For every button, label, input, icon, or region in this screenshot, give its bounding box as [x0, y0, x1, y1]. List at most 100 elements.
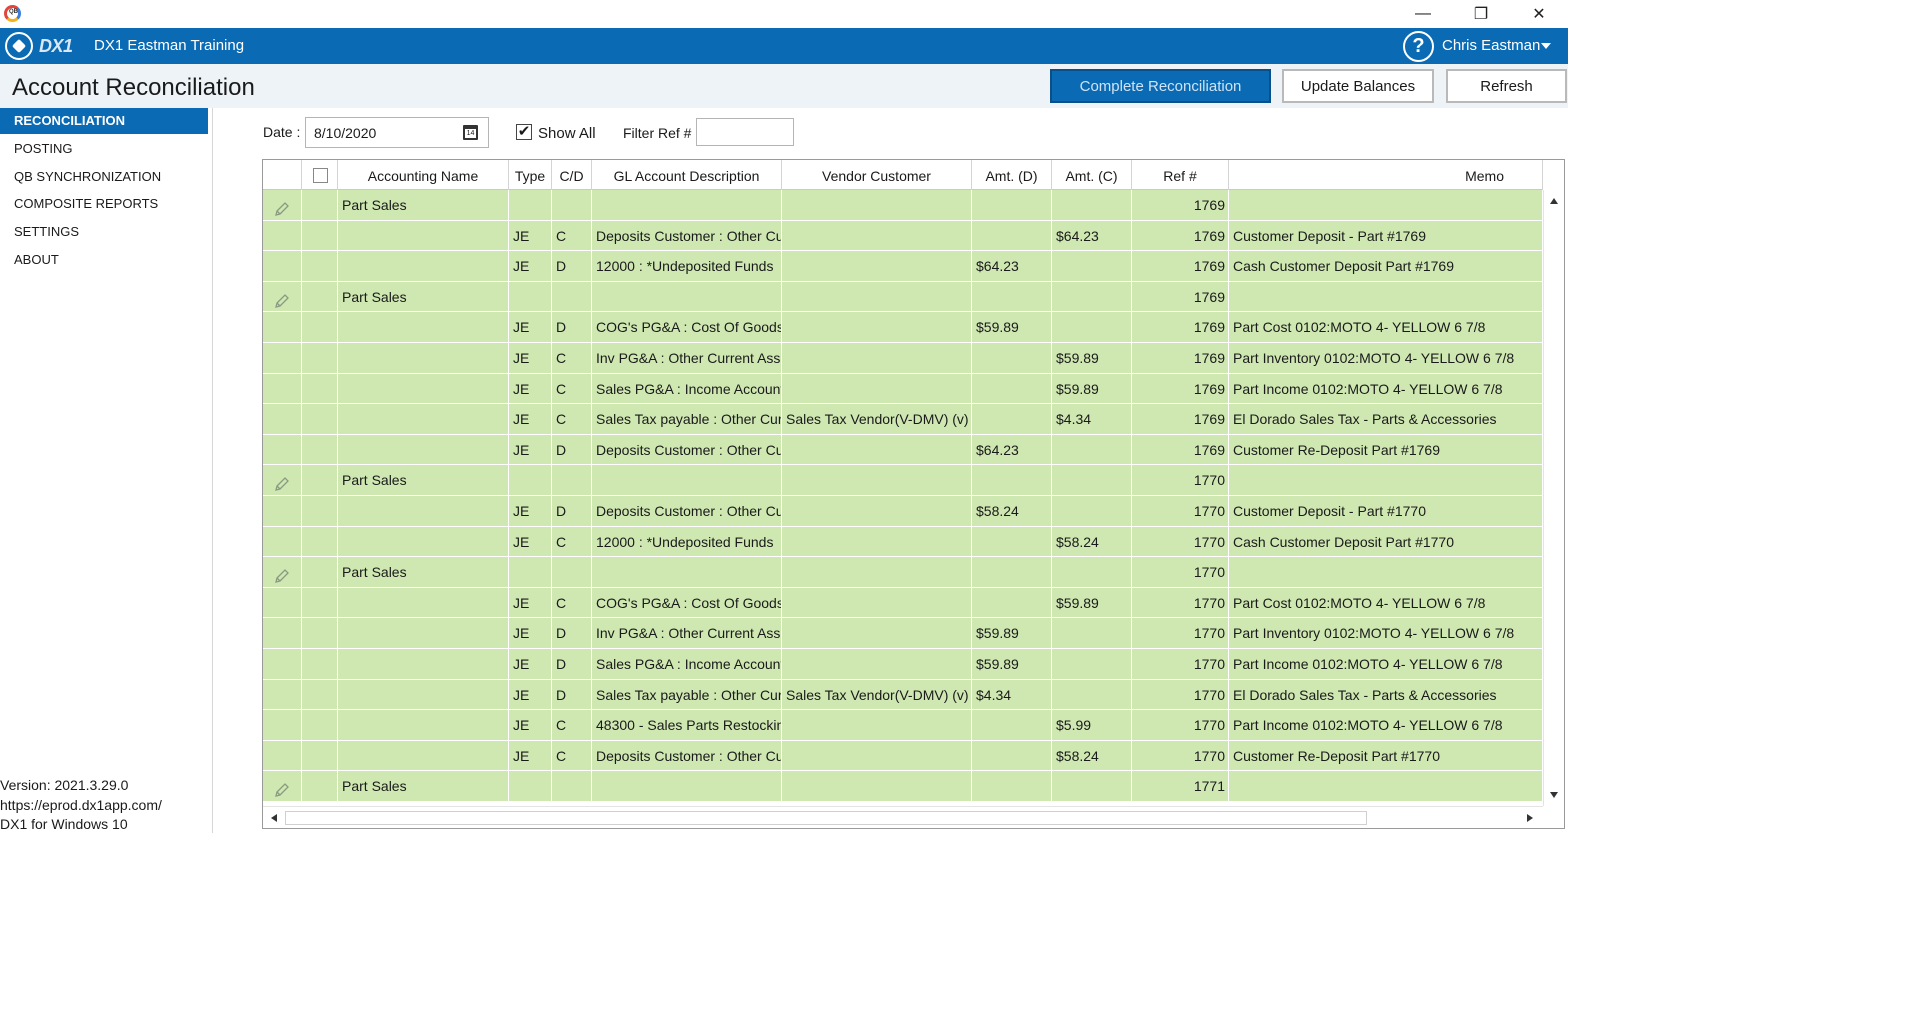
- sidebar-item-qb-synchronization[interactable]: QB SYNCHRONIZATION: [14, 168, 162, 184]
- pencil-icon[interactable]: [274, 472, 290, 492]
- amt-c-cell: [1052, 312, 1132, 343]
- sidebar-item-composite-reports[interactable]: COMPOSITE REPORTS: [14, 196, 159, 212]
- sidebar-item-reconciliation[interactable]: RECONCILIATION: [0, 108, 208, 134]
- group-row[interactable]: Part Sales 1771: [263, 771, 1543, 802]
- type-header[interactable]: Type: [509, 160, 552, 190]
- vendor-cell: [782, 312, 972, 343]
- scroll-down-icon[interactable]: [1550, 792, 1558, 798]
- amt-credit-header[interactable]: Amt. (C): [1052, 160, 1132, 190]
- amt-d-cell: [972, 373, 1052, 404]
- vendor-cell: [782, 496, 972, 526]
- pencil-icon[interactable]: [274, 778, 290, 798]
- amt-c-cell: [1052, 649, 1132, 679]
- horizontal-scrollbar[interactable]: [263, 806, 1543, 828]
- user-menu[interactable]: Chris Eastman: [1442, 37, 1541, 54]
- amt-d-cell: [972, 557, 1052, 588]
- memo-cell: Part Inventory 0102:MOTO 4- YELLOW 6 7/8: [1229, 618, 1543, 649]
- amt-c-cell: $5.99: [1052, 710, 1132, 741]
- select-column-header[interactable]: [302, 160, 338, 190]
- group-row[interactable]: Part Sales 1769: [263, 281, 1543, 313]
- chevron-down-icon[interactable]: [1541, 43, 1551, 49]
- table-row[interactable]: JE C Inv PG&A : Other Current Asset $59.89 1…: [263, 343, 1543, 374]
- refresh-button[interactable]: Refresh: [1446, 69, 1567, 103]
- group-row[interactable]: Part Sales 1769: [263, 190, 1543, 221]
- vendor-customer-header[interactable]: Vendor Customer: [782, 160, 972, 190]
- cd-cell: [552, 281, 592, 312]
- sidebar-item-about[interactable]: ABOUT: [14, 252, 59, 267]
- help-icon[interactable]: ?: [1403, 31, 1434, 62]
- pencil-icon[interactable]: [274, 197, 290, 216]
- table-row[interactable]: JE D Inv PG&A : Other Current Asset $59.89 1…: [263, 618, 1543, 649]
- table-row[interactable]: JE C Sales PG&A : Income Account $59.89 1769…: [263, 373, 1543, 405]
- company-name: DX1 Eastman Training: [94, 37, 245, 54]
- amt-d-cell: $58.24: [972, 496, 1052, 526]
- ref-cell: 1769: [1132, 312, 1229, 343]
- edit-column-header[interactable]: [263, 160, 302, 190]
- select-cell: [302, 496, 338, 526]
- vendor-cell: [782, 343, 972, 373]
- update-balances-button[interactable]: Update Balances: [1282, 69, 1434, 103]
- sidebar-item-posting[interactable]: POSTING: [14, 140, 73, 156]
- memo-cell: El Dorado Sales Tax - Parts & Accessorie…: [1229, 679, 1543, 710]
- memo-header[interactable]: Memo: [1229, 160, 1543, 190]
- select-cell: [302, 649, 338, 679]
- minimize-button[interactable]: —: [1415, 5, 1431, 22]
- accounting-name-header[interactable]: Accounting Name: [338, 160, 509, 190]
- pencil-icon[interactable]: [274, 564, 290, 584]
- amt-c-cell: [1052, 281, 1132, 312]
- amt-c-cell: [1052, 465, 1132, 496]
- type-cell: [509, 771, 552, 802]
- scroll-right-icon[interactable]: [1527, 814, 1533, 822]
- name-cell: Part Sales: [338, 771, 509, 802]
- amt-d-cell: [972, 771, 1052, 802]
- group-row[interactable]: Part Sales 1770: [263, 557, 1543, 588]
- show-all-label[interactable]: Show All: [538, 125, 596, 142]
- scrollbar-thumb[interactable]: [285, 811, 1367, 825]
- cd-header[interactable]: C/D: [552, 160, 592, 190]
- select-cell: [302, 404, 338, 435]
- amt-c-cell: $4.34: [1052, 404, 1132, 435]
- scroll-left-icon[interactable]: [271, 814, 277, 822]
- sidebar-item-settings[interactable]: SETTINGS: [14, 224, 80, 240]
- complete-reconciliation-button[interactable]: Complete Reconciliation: [1050, 69, 1271, 103]
- gl-cell: Sales PG&A : Income Account: [592, 649, 782, 679]
- amt-debit-header[interactable]: Amt. (D): [972, 160, 1052, 190]
- date-input[interactable]: 8/10/2020: [305, 117, 489, 148]
- amt-d-cell: [972, 526, 1052, 557]
- select-all-checkbox[interactable]: [313, 168, 328, 183]
- type-cell: [509, 190, 552, 220]
- show-all-checkbox[interactable]: ✔: [516, 123, 532, 140]
- ref-cell: 1769: [1132, 343, 1229, 373]
- amt-c-cell: $58.24: [1052, 740, 1132, 771]
- pencil-icon[interactable]: [274, 289, 290, 308]
- vertical-scrollbar[interactable]: [1543, 190, 1564, 806]
- edit-cell: [263, 343, 302, 373]
- cd-cell: D: [552, 679, 592, 710]
- gl-account-header[interactable]: GL Account Description: [592, 160, 782, 190]
- table-row[interactable]: JE D 12000 : *Undeposited Funds $64.23 1769 C…: [263, 251, 1543, 282]
- ref-number-header[interactable]: Ref #: [1132, 160, 1229, 190]
- vendor-cell: [782, 587, 972, 618]
- select-cell: [302, 679, 338, 710]
- filter-ref-input[interactable]: [696, 118, 794, 146]
- scroll-up-icon[interactable]: [1550, 198, 1558, 204]
- ref-cell: 1770: [1132, 710, 1229, 741]
- calendar-icon[interactable]: 14: [463, 125, 478, 140]
- table-row[interactable]: JE D Sales PG&A : Income Account $59.89 1770…: [263, 649, 1543, 680]
- close-button[interactable]: ✕: [1532, 6, 1546, 23]
- restore-button[interactable]: ❐: [1473, 6, 1489, 23]
- ref-cell: 1769: [1132, 404, 1229, 435]
- group-row[interactable]: Part Sales 1770: [263, 465, 1543, 496]
- type-cell: JE: [509, 618, 552, 649]
- gl-cell: Sales Tax payable : Other Current Liabil…: [592, 679, 782, 710]
- table-row[interactable]: JE C 12000 : *Undeposited Funds $58.24 1770 C…: [263, 526, 1543, 558]
